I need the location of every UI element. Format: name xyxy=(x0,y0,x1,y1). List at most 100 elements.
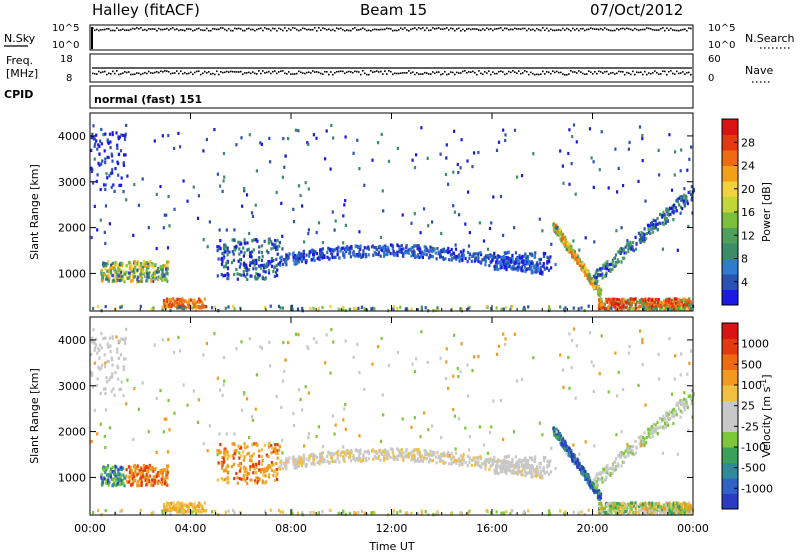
echo-cell xyxy=(221,463,224,467)
echo-cell xyxy=(398,450,401,454)
echo-cell xyxy=(321,241,325,245)
echo-cell xyxy=(357,456,360,460)
echo-cell xyxy=(676,199,679,204)
echo-cell xyxy=(456,162,459,167)
echo-cell xyxy=(559,305,562,309)
station-title: Halley (fitACF) xyxy=(92,1,200,19)
nsky-point xyxy=(410,28,412,31)
echo-cell xyxy=(318,258,321,262)
echo-cell xyxy=(359,451,362,455)
nsky-point xyxy=(496,28,498,30)
freq-point xyxy=(466,72,468,74)
echo-cell xyxy=(676,301,679,305)
echo-cell xyxy=(590,156,593,160)
freq-point xyxy=(266,71,268,74)
echo-cell xyxy=(511,461,514,465)
echo-cell xyxy=(680,507,683,511)
echo-cell xyxy=(499,261,502,265)
echo-cell xyxy=(226,260,230,264)
freq-point xyxy=(660,73,662,75)
echo-cell xyxy=(333,248,336,252)
echo-cell xyxy=(450,252,453,256)
echo-cell xyxy=(302,256,306,260)
echo-cell xyxy=(166,246,170,250)
echo-cell xyxy=(363,246,366,250)
freq-point xyxy=(648,72,650,74)
echo-cell xyxy=(417,244,420,248)
echo-cell xyxy=(619,247,622,252)
freq-point xyxy=(394,72,396,75)
echo-cell xyxy=(673,304,676,309)
echo-cell xyxy=(640,231,643,235)
echo-cell xyxy=(670,206,673,210)
echo-cell xyxy=(269,465,272,469)
echo-cell xyxy=(182,505,185,509)
echo-cell xyxy=(153,478,156,482)
echo-cell xyxy=(146,479,149,483)
echo-cell xyxy=(379,458,382,462)
echo-cell xyxy=(143,263,146,267)
nsky-point xyxy=(578,29,580,32)
echo-cell xyxy=(142,476,145,480)
echo-cell xyxy=(275,451,278,456)
nsky-point xyxy=(606,28,608,31)
nsky-point xyxy=(276,29,278,32)
echo-cell xyxy=(651,301,654,305)
freq-point xyxy=(534,73,536,76)
echo-cell xyxy=(100,472,103,476)
echo-cell xyxy=(477,150,480,155)
colorbar-segment xyxy=(722,150,738,166)
echo-cell xyxy=(680,148,683,152)
echo-cell xyxy=(359,244,362,248)
freq-point xyxy=(134,73,136,75)
echo-cell xyxy=(251,463,254,467)
echo-cell xyxy=(559,237,562,241)
echo-cell xyxy=(104,471,107,475)
echo-cell xyxy=(634,297,637,301)
echo-cell xyxy=(152,265,155,269)
echo-cell xyxy=(140,276,143,280)
echo-cell xyxy=(581,466,584,470)
echo-cell xyxy=(644,199,647,203)
nsky-point xyxy=(192,29,194,32)
echo-cell xyxy=(123,272,126,276)
echo-cell xyxy=(230,260,234,265)
echo-cell xyxy=(393,456,396,460)
echo-cell xyxy=(507,257,510,262)
echo-cell xyxy=(219,443,222,447)
echo-cell xyxy=(652,226,655,230)
echo-cell xyxy=(148,263,151,267)
echo-cell xyxy=(582,468,585,472)
echo-cell xyxy=(131,476,134,480)
nsearch-label: N.Search xyxy=(745,32,795,45)
nsky-point xyxy=(326,29,328,31)
echo-cell xyxy=(150,278,153,282)
echo-cell xyxy=(236,476,239,480)
nsky-point xyxy=(588,28,590,31)
echo-cell xyxy=(474,456,477,460)
echo-cell xyxy=(103,183,106,187)
echo-cell xyxy=(107,473,111,477)
echo-cell xyxy=(577,459,580,463)
freq-point xyxy=(340,70,342,72)
freq-point xyxy=(292,73,294,75)
echo-cell xyxy=(238,252,241,256)
echo-cell xyxy=(110,185,113,189)
nsky-point xyxy=(238,27,240,30)
echo-cell xyxy=(115,279,118,283)
echo-cell xyxy=(676,505,679,509)
echo-cell xyxy=(464,256,467,260)
echo-cell xyxy=(222,151,225,156)
echo-cell xyxy=(142,260,145,264)
echo-cell xyxy=(670,188,674,192)
echo-cell xyxy=(529,252,532,256)
echo-cell xyxy=(396,454,399,458)
echo-cell xyxy=(153,481,156,485)
echo-cell xyxy=(270,444,273,448)
echo-cell xyxy=(246,476,249,480)
echo-cell xyxy=(105,264,108,268)
echo-cell xyxy=(405,448,408,452)
echo-cell xyxy=(460,138,463,142)
echo-cell xyxy=(148,475,151,479)
